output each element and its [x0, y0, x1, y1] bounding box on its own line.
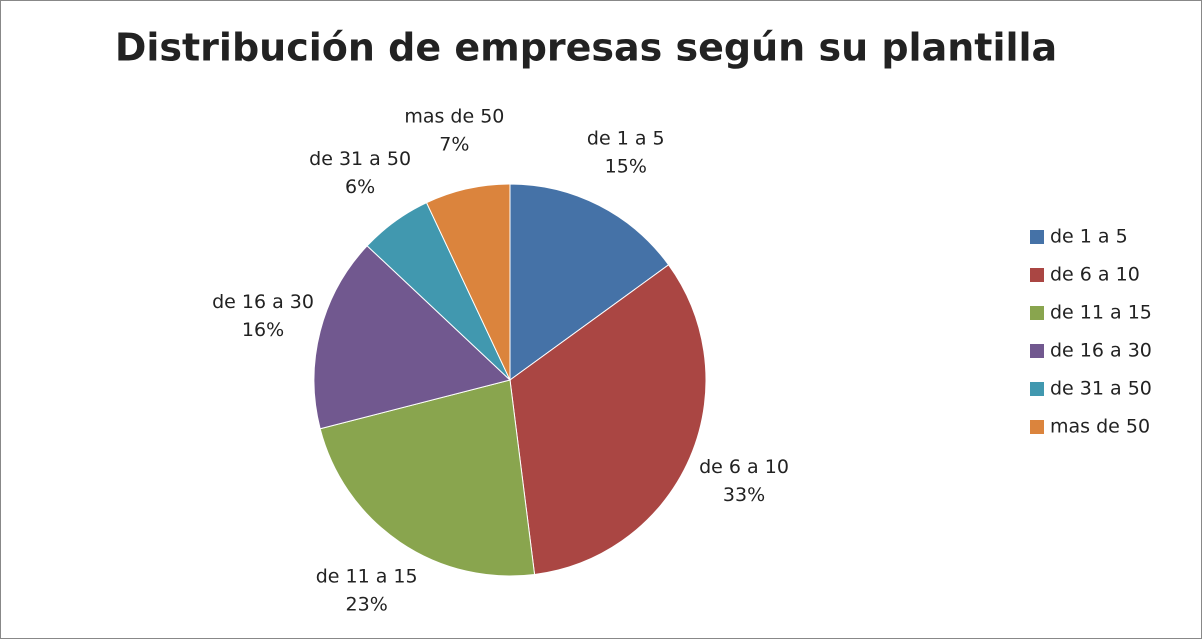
pie-slice [319, 379, 536, 577]
legend-swatch [1030, 230, 1044, 244]
legend-label: de 16 a 30 [1050, 340, 1152, 362]
pie-slice [509, 264, 707, 576]
legend-swatch [1030, 382, 1044, 396]
legend-label: de 6 a 10 [1050, 264, 1140, 286]
chart-title: Distribución de empresas según su planti… [115, 26, 1057, 70]
data-label-value: 33% [723, 484, 765, 506]
legend-swatch [1030, 420, 1044, 434]
data-label-name: de 1 a 5 [587, 127, 665, 149]
pie-slice [313, 245, 512, 430]
data-label-value: 16% [242, 319, 284, 341]
legend-swatch [1030, 344, 1044, 358]
data-label-value: 23% [346, 593, 388, 615]
legend-swatch [1030, 268, 1044, 282]
data-label-name: de 11 a 15 [316, 565, 418, 587]
data-label-value: 6% [345, 176, 375, 198]
data-label-name: de 31 a 50 [309, 148, 411, 170]
pie-slice [425, 183, 511, 381]
pie-slice [509, 183, 670, 381]
data-label-name: de 16 a 30 [212, 291, 314, 313]
data-label-value: 7% [439, 134, 469, 156]
data-label-name: mas de 50 [404, 106, 504, 128]
data-label-value: 15% [605, 155, 647, 177]
data-label-name: de 6 a 10 [699, 456, 789, 478]
legend-label: mas de 50 [1050, 416, 1150, 438]
legend-label: de 11 a 15 [1050, 302, 1152, 324]
legend-swatch [1030, 306, 1044, 320]
legend-label: de 31 a 50 [1050, 378, 1152, 400]
legend-label: de 1 a 5 [1050, 226, 1128, 248]
